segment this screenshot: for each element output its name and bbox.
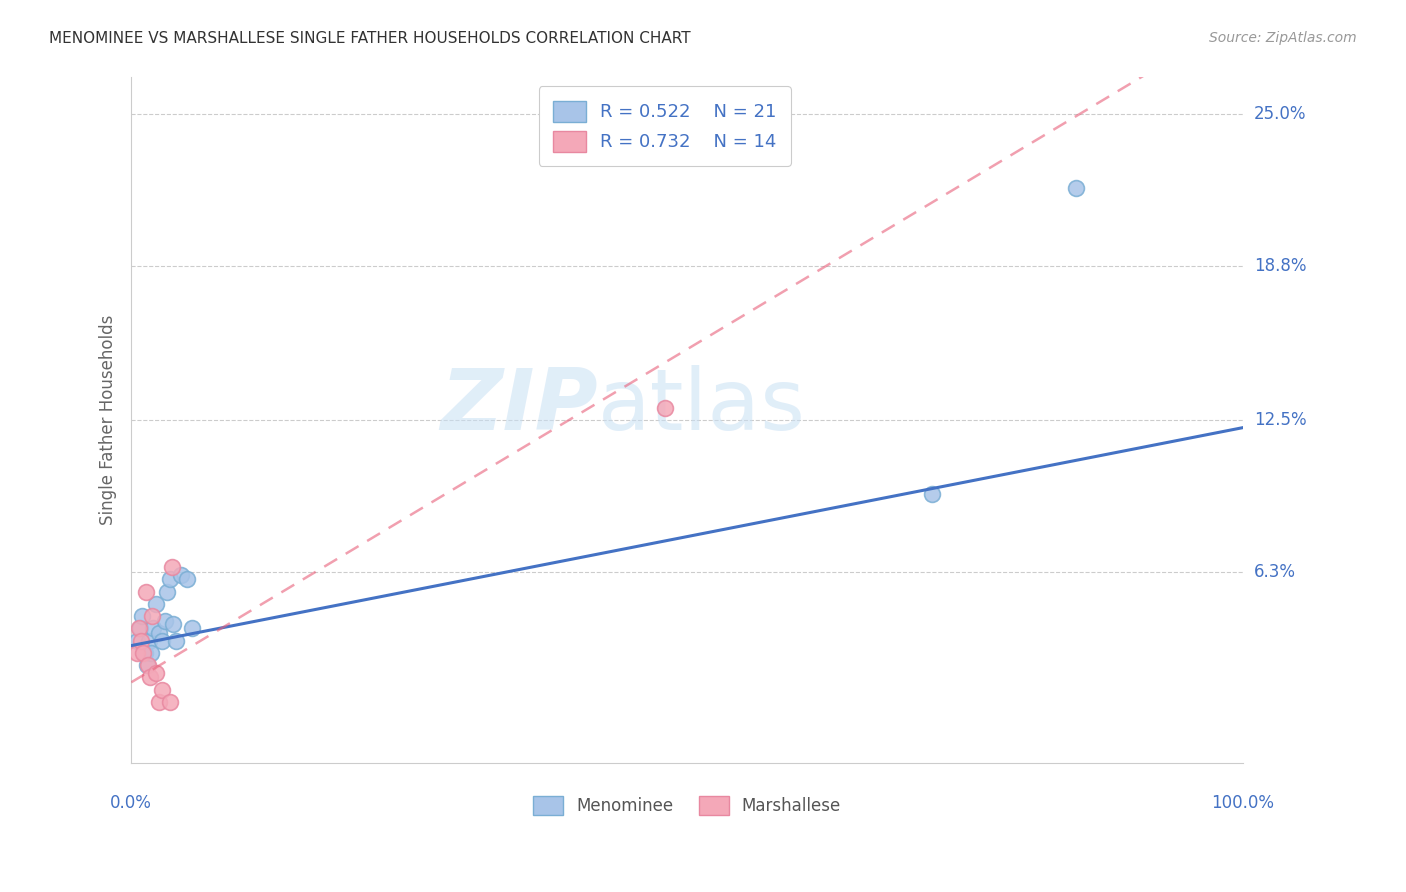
Point [135, 658, 157, 673]
Point [145, 597, 167, 611]
Text: 100.0%: 100.0% [1212, 794, 1274, 812]
Point [134, 646, 156, 660]
Text: Source: ZipAtlas.com: Source: ZipAtlas.com [1209, 31, 1357, 45]
Point [141, 646, 163, 660]
Point [159, 573, 181, 587]
Point [921, 487, 943, 501]
Point [141, 609, 163, 624]
Point [132, 646, 155, 660]
Point [159, 695, 181, 709]
Point [150, 682, 173, 697]
Point [148, 626, 170, 640]
Point [129, 633, 152, 648]
Text: 18.8%: 18.8% [1254, 257, 1306, 275]
Y-axis label: Single Father Households: Single Father Households [100, 315, 117, 525]
Point [145, 665, 167, 680]
Point [176, 573, 198, 587]
Text: 25.0%: 25.0% [1254, 105, 1306, 123]
Text: 0.0%: 0.0% [110, 794, 152, 812]
Point [165, 633, 187, 648]
Point [139, 670, 162, 684]
Point [128, 622, 150, 636]
Point [125, 646, 148, 660]
Point [131, 609, 153, 624]
Point [125, 633, 148, 648]
Text: 12.5%: 12.5% [1254, 411, 1306, 429]
Text: ZIP: ZIP [440, 365, 598, 448]
Point [138, 633, 160, 648]
Text: atlas: atlas [598, 365, 806, 448]
Point [135, 584, 157, 599]
Point [148, 695, 170, 709]
Point [142, 622, 165, 636]
Point [136, 658, 159, 673]
Point [153, 614, 176, 628]
Point [181, 622, 204, 636]
Point [1064, 180, 1087, 194]
Text: MENOMINEE VS MARSHALLESE SINGLE FATHER HOUSEHOLDS CORRELATION CHART: MENOMINEE VS MARSHALLESE SINGLE FATHER H… [49, 31, 690, 46]
Point [654, 401, 676, 415]
Point [129, 622, 152, 636]
Point [162, 560, 184, 574]
Legend: Menominee, Marshallese: Menominee, Marshallese [524, 788, 849, 823]
Point [162, 616, 184, 631]
Point [156, 584, 179, 599]
Text: 6.3%: 6.3% [1254, 563, 1296, 581]
Point [150, 633, 173, 648]
Point [170, 567, 193, 582]
